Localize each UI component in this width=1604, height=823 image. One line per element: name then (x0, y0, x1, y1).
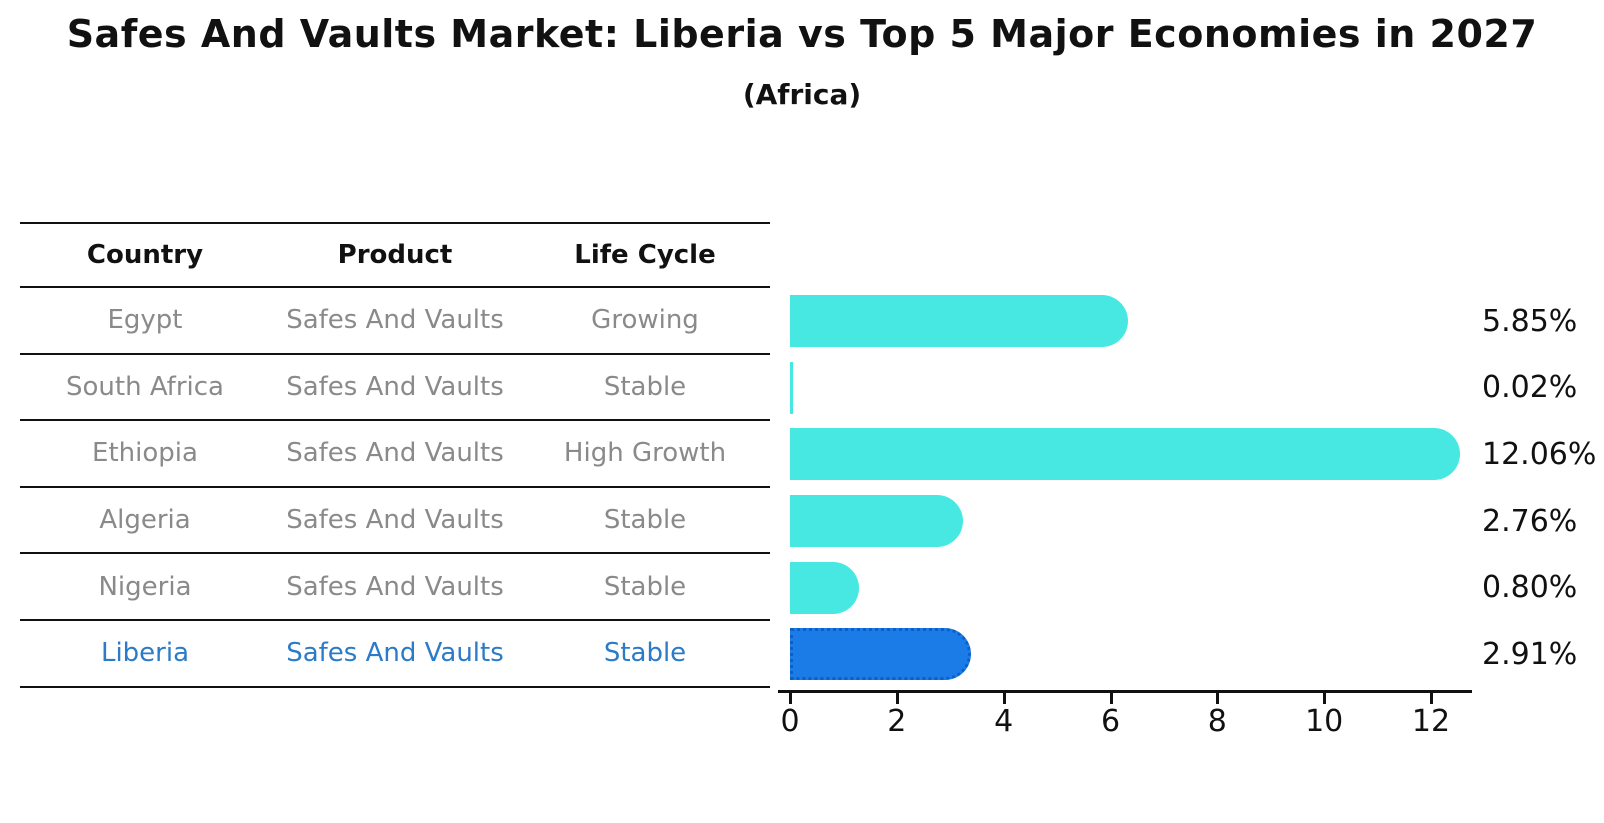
x-axis-tick (1323, 693, 1327, 704)
page-subtitle: (Africa) (742, 78, 862, 111)
x-axis-tick-label: 6 (1100, 704, 1121, 739)
value-label-liberia: 2.91% (1482, 637, 1578, 673)
cell-country: South Africa (66, 371, 224, 402)
cell-product: Safes And Vaults (286, 505, 504, 536)
bar-row (790, 421, 1470, 488)
x-axis-tick-label: 4 (994, 704, 1014, 739)
comparison-table: Country Product Life Cycle Egypt Safes A… (20, 222, 770, 688)
bar-liberia (790, 628, 972, 681)
table-header-row: Country Product Life Cycle (20, 222, 770, 288)
table-row-ethiopia: Ethiopia Safes And Vaults High Growth (20, 421, 770, 488)
cell-product: Safes And Vaults (286, 438, 504, 469)
cell-product: Safes And Vaults (286, 371, 504, 402)
x-axis-tick (1109, 693, 1113, 704)
cell-country: Ethiopia (92, 438, 198, 469)
x-axis-tick (1002, 693, 1006, 704)
header-life-cycle: Life Cycle (574, 240, 716, 270)
cell-country: Algeria (99, 505, 191, 536)
value-labels: 5.85% 0.02% 12.06% 2.76% 0.80% 2.91% (1482, 288, 1602, 688)
bar-egypt (790, 295, 1129, 347)
header-product: Product (337, 240, 453, 270)
x-axis-tick (789, 693, 792, 704)
bar-row (790, 288, 1470, 355)
bar-south-africa (790, 361, 793, 414)
table-row-egypt: Egypt Safes And Vaults Growing (20, 288, 770, 355)
cell-life-cycle: Stable (603, 505, 687, 536)
x-axis-tick-label: 0 (780, 704, 800, 739)
table-row-liberia: Liberia Safes And Vaults Stable (20, 621, 770, 688)
cell-country: Liberia (100, 638, 190, 669)
cell-life-cycle: Stable (603, 571, 687, 602)
cell-country: Egypt (107, 305, 183, 336)
x-axis-tick (1430, 693, 1433, 704)
page-title: Safes And Vaults Market: Liberia vs Top … (66, 12, 1538, 56)
bar-chart (790, 288, 1470, 688)
header-country: Country (86, 240, 204, 270)
bar-row (790, 355, 1470, 422)
bar-ethiopia (790, 428, 1461, 481)
table-row-algeria: Algeria Safes And Vaults Stable (20, 488, 770, 555)
value-label-egypt: 5.85% (1482, 303, 1578, 339)
x-axis-ticks: 0 2 4 6 8 10 12 (780, 690, 1470, 750)
x-axis-tick-label: 8 (1207, 704, 1227, 739)
bar-row (790, 555, 1470, 622)
cell-life-cycle: Growing (591, 305, 699, 336)
bar-algeria (790, 494, 964, 547)
cell-product: Safes And Vaults (286, 571, 504, 602)
cell-life-cycle: High Growth (563, 438, 727, 469)
cell-product: Safes And Vaults (286, 305, 504, 336)
x-axis-tick-label: 12 (1411, 704, 1451, 739)
bar-row (790, 621, 1470, 688)
cell-life-cycle: Stable (603, 371, 687, 402)
cell-country: Nigeria (98, 571, 192, 602)
x-axis-tick (895, 693, 899, 704)
value-label-south-africa: 0.02% (1482, 370, 1578, 406)
value-label-algeria: 2.76% (1482, 503, 1578, 539)
cell-product: Safes And Vaults (286, 638, 504, 669)
bar-nigeria (790, 561, 859, 614)
value-label-nigeria: 0.80% (1482, 570, 1578, 606)
x-axis-tick (1216, 693, 1220, 704)
table-row-nigeria: Nigeria Safes And Vaults Stable (20, 554, 770, 621)
x-axis-tick-label: 2 (887, 704, 907, 739)
bar-row (790, 488, 1470, 555)
table-row-south-africa: South Africa Safes And Vaults Stable (20, 355, 770, 422)
x-axis-line (778, 690, 1472, 693)
cell-life-cycle: Stable (603, 638, 687, 669)
x-axis-tick-label: 10 (1305, 704, 1344, 739)
value-label-ethiopia: 12.06% (1482, 437, 1597, 473)
